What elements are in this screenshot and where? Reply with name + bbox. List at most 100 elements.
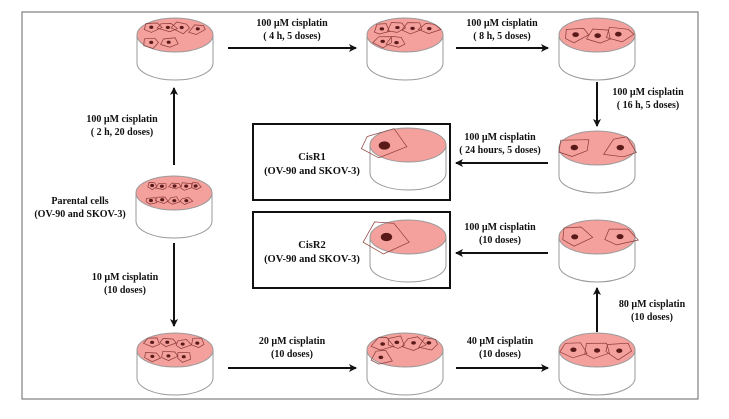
cell bbox=[191, 182, 202, 190]
dish-cisr1 bbox=[360, 127, 447, 191]
label-8h: 100 µM cisplatin( 8 h, 5 doses) bbox=[466, 18, 538, 42]
cell bbox=[161, 350, 179, 361]
cell-nucleus bbox=[181, 355, 186, 359]
dish-top bbox=[366, 332, 444, 368]
cell bbox=[144, 352, 162, 363]
label-10uM: 10 µM cisplatin (10 doses) bbox=[92, 272, 159, 296]
cell-nucleus bbox=[149, 25, 154, 29]
cell bbox=[145, 197, 158, 205]
dish-top bbox=[369, 219, 447, 255]
label-40uM: 40 µM cisplatin (10 doses) bbox=[467, 336, 534, 360]
cell bbox=[188, 24, 206, 35]
dish-20uM bbox=[366, 332, 444, 396]
cell bbox=[418, 337, 438, 351]
dish-top bbox=[136, 17, 214, 53]
cell-nucleus bbox=[378, 141, 391, 150]
cell-nucleus bbox=[165, 340, 170, 344]
cell-nucleus bbox=[427, 27, 432, 31]
cell-nucleus bbox=[570, 144, 579, 151]
cell-nucleus bbox=[616, 348, 623, 353]
cell-nucleus bbox=[615, 31, 622, 37]
cell-nucleus bbox=[150, 340, 155, 344]
cell-nucleus bbox=[184, 199, 189, 203]
cell bbox=[559, 342, 588, 359]
cell bbox=[177, 352, 192, 363]
cell-nucleus bbox=[380, 39, 385, 43]
cell bbox=[160, 37, 179, 48]
dish-top bbox=[135, 175, 213, 211]
dish-top bbox=[366, 17, 444, 53]
cell bbox=[155, 182, 167, 190]
cell-nucleus bbox=[394, 340, 400, 345]
cell bbox=[558, 139, 590, 157]
dish-16h bbox=[558, 130, 637, 194]
cell-nucleus bbox=[616, 233, 624, 240]
cell bbox=[362, 221, 410, 255]
cell bbox=[373, 23, 390, 35]
cell-nucleus bbox=[149, 40, 154, 44]
cisr1-box bbox=[252, 123, 451, 201]
cell-nucleus bbox=[159, 184, 164, 188]
cell-nucleus bbox=[165, 25, 170, 30]
cisr2-box bbox=[252, 211, 451, 289]
cell bbox=[401, 336, 427, 351]
cell bbox=[584, 342, 610, 359]
cell bbox=[175, 339, 193, 349]
cell-nucleus bbox=[180, 342, 185, 346]
cell bbox=[606, 26, 635, 43]
cell-nucleus bbox=[179, 25, 184, 30]
cell bbox=[370, 350, 393, 365]
cell bbox=[170, 21, 190, 35]
cell bbox=[191, 337, 205, 348]
cell bbox=[401, 22, 423, 35]
cell bbox=[386, 22, 407, 33]
cell bbox=[370, 337, 395, 351]
cell-nucleus bbox=[195, 341, 200, 345]
cell bbox=[360, 128, 408, 159]
cell bbox=[562, 226, 594, 247]
cell-nucleus bbox=[410, 26, 415, 30]
dish-4h bbox=[366, 17, 444, 81]
cell-nucleus bbox=[411, 341, 416, 345]
dish-8h bbox=[558, 17, 636, 81]
cell bbox=[602, 136, 637, 158]
cell-nucleus bbox=[593, 348, 601, 353]
cell bbox=[179, 197, 194, 205]
cell bbox=[417, 23, 442, 34]
label-2h: 100 µM cisplatin( 2 h, 20 doses) bbox=[86, 114, 158, 138]
cell-nucleus bbox=[380, 232, 393, 242]
cell-nucleus bbox=[166, 354, 171, 358]
cell-nucleus bbox=[571, 234, 579, 240]
cell bbox=[586, 28, 611, 44]
dish-top bbox=[558, 219, 636, 255]
label-cisr1: CisR1 (OV-90 and SKOV-3) bbox=[264, 152, 360, 177]
cell-nucleus bbox=[572, 32, 579, 38]
cell-nucleus bbox=[150, 354, 155, 358]
label-parental: Parental cells (OV-90 and SKOV-3) bbox=[34, 196, 125, 220]
cell-nucleus bbox=[184, 184, 189, 188]
cell bbox=[180, 182, 193, 191]
cell-nucleus bbox=[395, 25, 400, 30]
cell bbox=[159, 338, 177, 348]
cell bbox=[385, 36, 406, 48]
cell bbox=[142, 337, 160, 348]
cell bbox=[143, 22, 163, 33]
label-16h: 100 µM cisplatin( 16 h, 5 doses) bbox=[612, 87, 684, 111]
cell-nucleus bbox=[378, 355, 384, 360]
label-100uM-10: 100 µM cisplatin (10 doses) bbox=[464, 222, 536, 246]
dish-cisr2 bbox=[362, 219, 447, 283]
cell bbox=[154, 196, 169, 204]
dish-top bbox=[558, 130, 636, 166]
cell-nucleus bbox=[195, 27, 200, 31]
dish-parental bbox=[135, 175, 213, 239]
cell bbox=[387, 335, 405, 349]
dish-40uM bbox=[558, 332, 636, 396]
cell-nucleus bbox=[379, 27, 385, 31]
label-4h: 100 µM cisplatin( 4 h, 5 doses) bbox=[256, 18, 328, 42]
cell-nucleus bbox=[426, 341, 432, 345]
cell bbox=[605, 342, 633, 361]
cell bbox=[604, 228, 639, 246]
cell-nucleus bbox=[193, 184, 198, 188]
